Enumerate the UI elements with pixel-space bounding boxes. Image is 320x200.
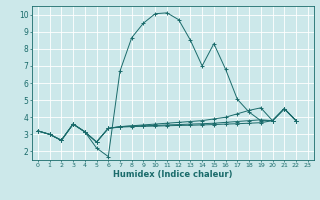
X-axis label: Humidex (Indice chaleur): Humidex (Indice chaleur) <box>113 170 233 179</box>
